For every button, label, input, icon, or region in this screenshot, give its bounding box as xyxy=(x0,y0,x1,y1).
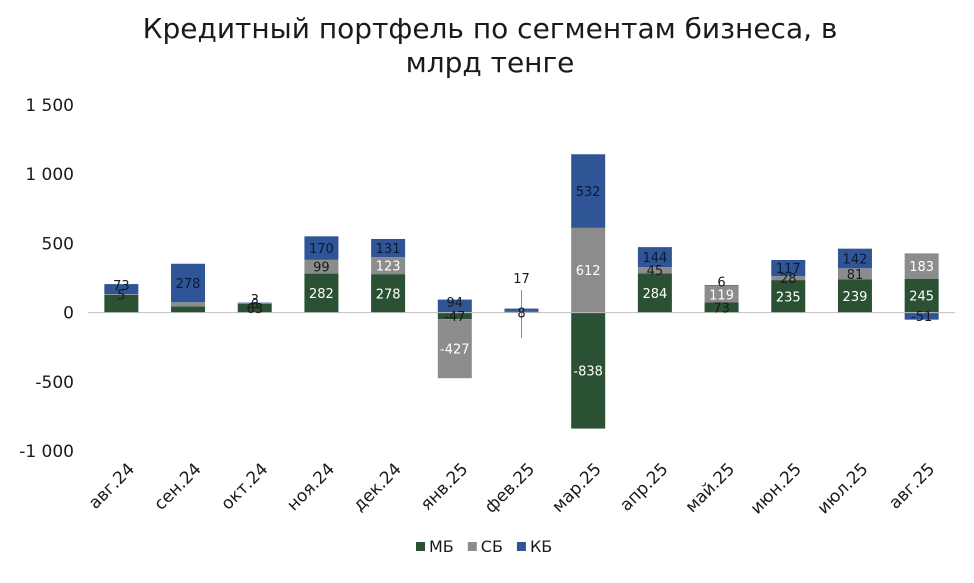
y-tick-label: 1 500 xyxy=(25,96,74,116)
bar-segment xyxy=(637,267,672,274)
bar-segment xyxy=(837,248,872,269)
bar-segment xyxy=(904,278,939,313)
bar-segment xyxy=(371,238,406,258)
bar-segment xyxy=(571,154,606,228)
bar-segment xyxy=(437,319,472,379)
legend-label: СБ xyxy=(481,537,503,556)
data-label: 3 xyxy=(251,293,259,308)
x-tick-label: янв.25 xyxy=(417,459,472,514)
legend-label: МБ xyxy=(429,537,454,556)
data-label: 8 xyxy=(517,307,525,322)
data-label: 144 xyxy=(642,251,667,266)
bar-segment xyxy=(771,260,806,277)
x-tick-label: май.25 xyxy=(682,459,740,517)
bar-segment xyxy=(837,279,872,313)
data-label: -427 xyxy=(440,343,470,358)
x-tick-label: ноя.24 xyxy=(283,459,339,515)
data-label: 235 xyxy=(776,290,801,305)
bar-segment xyxy=(171,263,206,303)
data-label: 73 xyxy=(113,279,130,294)
bar-segment xyxy=(437,299,472,313)
data-label: 278 xyxy=(376,287,401,302)
bar-segment xyxy=(304,273,339,313)
data-label: 99 xyxy=(313,261,330,276)
legend-label: КБ xyxy=(530,537,552,556)
data-label: 532 xyxy=(576,185,601,200)
data-label: 63 xyxy=(246,302,263,317)
bar-segment xyxy=(771,280,806,313)
bar-segment xyxy=(104,294,139,295)
data-label: 94 xyxy=(447,296,464,311)
y-tick-label: 1 000 xyxy=(25,165,74,185)
data-label: -51 xyxy=(911,310,932,325)
bar-segment xyxy=(304,236,339,260)
legend-swatch xyxy=(416,542,425,551)
data-label: 6 xyxy=(717,276,725,291)
x-tick-label: июл.25 xyxy=(814,459,873,518)
x-tick-label: апр.25 xyxy=(616,459,672,515)
bar-segment xyxy=(437,312,472,320)
y-tick-label: -1 000 xyxy=(19,442,74,462)
data-label: 239 xyxy=(843,290,868,305)
data-label: 282 xyxy=(309,287,334,302)
bar-segment xyxy=(104,284,139,295)
chart-title: Кредитный портфель по сегментам бизнеса,… xyxy=(142,12,838,79)
bar-segment xyxy=(571,312,606,429)
data-label: 73 xyxy=(713,302,730,317)
y-tick-label: 0 xyxy=(63,304,74,324)
bar-segment xyxy=(704,302,739,313)
x-tick-label: авг.25 xyxy=(885,459,939,513)
data-label: 5 xyxy=(117,289,125,304)
bar-segment xyxy=(304,259,339,274)
bar-segment xyxy=(904,312,939,320)
data-label: 119 xyxy=(709,288,734,303)
legend-swatch xyxy=(516,542,526,551)
bar-segment xyxy=(171,306,206,313)
data-label: 123 xyxy=(376,260,401,275)
x-tick-label: окт.24 xyxy=(217,459,272,514)
bar-segment xyxy=(237,303,272,304)
data-label: 170 xyxy=(309,242,334,257)
data-label: 278 xyxy=(176,277,201,292)
y-tick-label: 500 xyxy=(42,234,74,254)
bar-segment xyxy=(637,273,672,313)
data-label: 28 xyxy=(780,272,797,287)
bar-segment xyxy=(904,253,939,279)
x-tick-label: авг.24 xyxy=(85,459,139,513)
bar-segment xyxy=(171,302,206,307)
data-label: 17 xyxy=(513,272,530,287)
bar-segment xyxy=(704,285,739,287)
x-tick-label: сен.24 xyxy=(150,459,205,514)
data-label: 183 xyxy=(909,260,934,275)
bar-segment xyxy=(837,268,872,280)
legend-swatch xyxy=(467,542,477,551)
bar-segment xyxy=(571,227,606,313)
data-label: -838 xyxy=(573,365,603,380)
data-label: 131 xyxy=(376,242,401,257)
bar-segment xyxy=(237,302,272,304)
data-label: -47 xyxy=(444,310,465,325)
data-label: 6 xyxy=(251,297,259,312)
x-tick-label: дек.24 xyxy=(349,459,405,515)
bar-segment xyxy=(371,257,406,275)
y-tick-label: -500 xyxy=(35,373,74,393)
data-label: 45 xyxy=(647,264,664,279)
data-label: 142 xyxy=(843,252,868,267)
data-label: 284 xyxy=(642,287,667,302)
bar-segment xyxy=(771,276,806,281)
x-tick-label: июн.25 xyxy=(747,459,806,518)
bar-segment xyxy=(371,274,406,313)
data-label: 117 xyxy=(776,262,801,277)
x-tick-label: фев.25 xyxy=(481,459,539,517)
data-label: 245 xyxy=(909,290,934,305)
bar-segment xyxy=(637,247,672,268)
bar-segment xyxy=(237,303,272,313)
bar-segment xyxy=(704,286,739,303)
bar-segment xyxy=(104,294,139,313)
x-tick-label: мар.25 xyxy=(548,459,605,516)
data-label: 81 xyxy=(847,268,864,283)
data-label: 612 xyxy=(576,264,601,279)
